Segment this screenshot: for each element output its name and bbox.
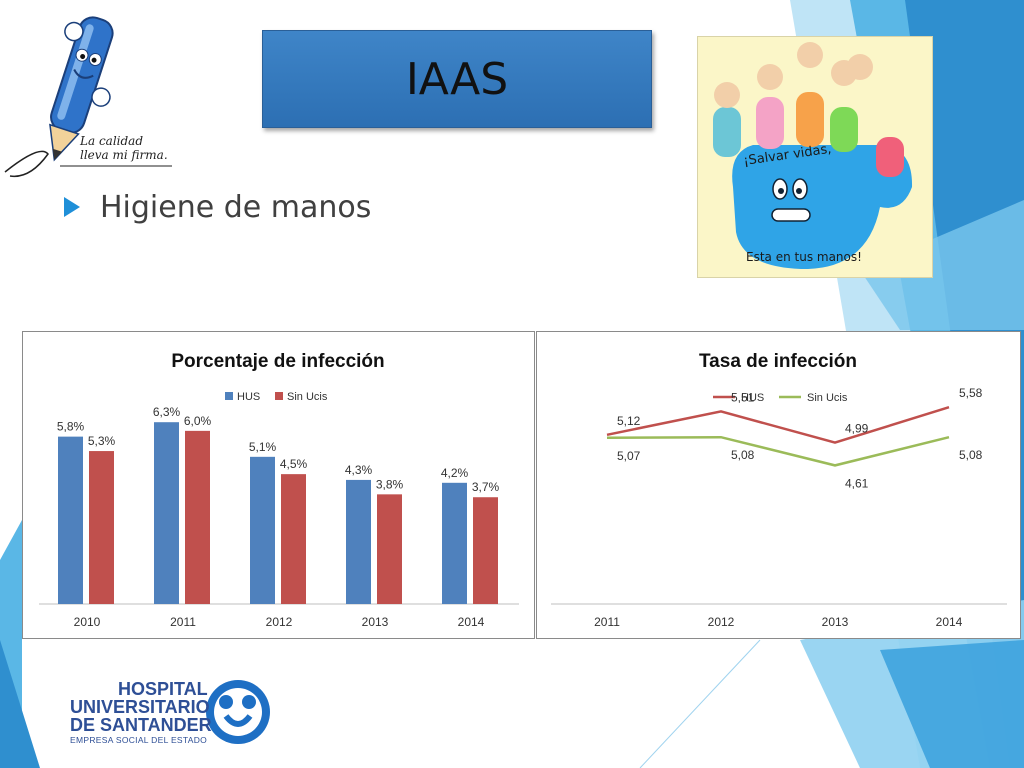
bar-sin-ucis-2013: [377, 494, 402, 604]
legend-label-hus: HUS: [237, 391, 260, 403]
bar-sin-ucis-2012: [281, 474, 306, 604]
bullet-item: Higiene de manos: [64, 186, 371, 228]
slide-title-box: IAAS: [262, 30, 652, 128]
bar-label-hus-2012: 5,1%: [249, 440, 277, 454]
chart-panel-rate: Tasa de infección HUS Sin Ucis 5,12 5,51 4…: [536, 331, 1021, 639]
line-label-sin-ucis-2014: 5,08: [959, 448, 983, 462]
bar-x-tick-2012: 2012: [266, 615, 293, 629]
line-x-tick-2011: 2011: [594, 615, 620, 629]
bar-hus-2014: [442, 482, 467, 604]
line-label-hus-2013: 4,99: [845, 422, 869, 436]
pen-caption-line1: La calidad: [80, 134, 144, 148]
bar-chart: Porcentaje de infección HUS Sin Ucis 5,8…: [39, 351, 519, 629]
legend-swatch-hus: [225, 392, 233, 400]
hand-illustration: ¡Salvar vidas, Esta en tus manos!: [697, 36, 933, 278]
bar-label-sin-ucis-2010: 5,3%: [88, 434, 116, 448]
hospital-logo: [206, 680, 270, 744]
bar-chart-title: Porcentaje de infección: [171, 351, 384, 372]
hospital-line2: UNIVERSITARIO: [70, 697, 210, 717]
bar-sin-ucis-2011: [185, 430, 210, 604]
bar-label-hus-2014: 4,2%: [441, 466, 469, 480]
line-x-tick-2014: 2014: [936, 615, 963, 629]
legend-label-hus-rate: HUS: [741, 392, 764, 404]
line-series-sin-ucis: [606, 435, 950, 467]
bar-x-tick-2013: 2013: [362, 615, 389, 629]
line-chart-title: Tasa de infección: [699, 351, 857, 372]
legend-label-sin-ucis: Sin Ucis: [287, 391, 328, 403]
line-label-hus-2011: 5,12: [617, 414, 641, 428]
line-label-sin-ucis-2011: 5,07: [617, 449, 641, 463]
hospital-line4: EMPRESA SOCIAL DEL ESTADO: [70, 735, 208, 745]
pen-mascot-logo: [4, 16, 172, 178]
bg-left-stripe-2: [0, 640, 40, 768]
line-label-sin-ucis-2013: 4,61: [845, 476, 869, 490]
line-series-hus: [606, 406, 950, 444]
bar-label-sin-ucis-2013: 3,8%: [376, 477, 404, 491]
line-chart: Tasa de infección HUS Sin Ucis 5,12 5,51 4…: [551, 351, 1007, 629]
hand-text-bottom: Esta en tus manos!: [746, 250, 862, 264]
hospital-line1: HOSPITAL: [118, 679, 208, 699]
line-label-sin-ucis-2012: 5,08: [731, 448, 755, 462]
bar-label-sin-ucis-2011: 6,0%: [184, 414, 212, 428]
hospital-line3: DE SANTANDER: [70, 715, 212, 735]
bar-hus-2011: [154, 422, 179, 604]
line-x-tick-2012: 2012: [708, 615, 735, 629]
bar-label-hus-2013: 4,3%: [345, 463, 373, 477]
bar-x-tick-2011: 2011: [170, 615, 196, 629]
slide-title: IAAS: [405, 53, 509, 105]
bar-label-sin-ucis-2012: 4,5%: [280, 457, 308, 471]
bg-bottom-right-facet-2: [880, 640, 1024, 768]
pen-caption-line2: lleva mi firma.: [80, 148, 168, 162]
bar-x-tick-2014: 2014: [458, 615, 485, 629]
bullet-text: Higiene de manos: [100, 189, 372, 225]
bar-label-sin-ucis-2014: 3,7%: [472, 480, 500, 494]
bar-hus-2012: [250, 456, 275, 604]
legend-swatch-sin-ucis: [275, 392, 283, 400]
bar-hus-2013: [346, 479, 371, 604]
bg-right-facet: [860, 200, 1024, 330]
bullet-arrow-icon: [64, 197, 80, 217]
chart-panel-percentage: Porcentaje de infección HUS Sin Ucis 5,8…: [22, 331, 535, 639]
bg-thin-line: [639, 639, 761, 768]
pen-logo-caption: La calidad lleva mi firma.: [80, 134, 168, 162]
line-x-tick-2013: 2013: [822, 615, 849, 629]
line-label-hus-2014: 5,58: [959, 386, 983, 400]
bar-hus-2010: [58, 436, 83, 604]
bar-sin-ucis-2010: [89, 451, 114, 604]
bar-label-hus-2010: 5,8%: [57, 420, 85, 434]
hospital-name: HOSPITAL UNIVERSITARIO DE SANTANDER EMPR…: [70, 680, 212, 746]
line-label-hus-2012: 5,51: [731, 390, 755, 404]
bar-x-tick-2010: 2010: [74, 615, 101, 629]
bar-sin-ucis-2014: [473, 497, 498, 604]
legend-label-sin-ucis-rate: Sin Ucis: [807, 392, 848, 404]
bar-label-hus-2011: 6,3%: [153, 405, 181, 419]
